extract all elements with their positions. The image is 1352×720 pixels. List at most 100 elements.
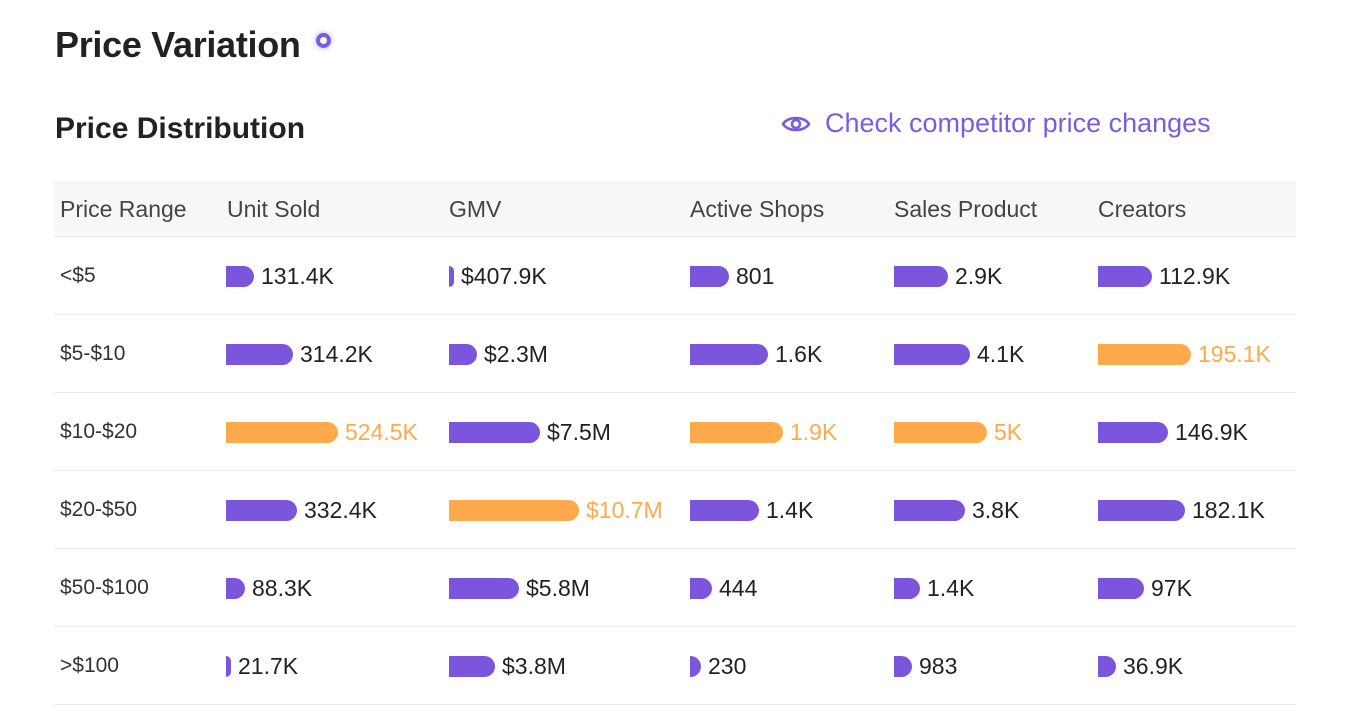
table-header: Price Range Unit Sold GMV Active Shops S… — [54, 181, 1296, 237]
table-row: $5-$10 314.2K $2.3M 1.6K 4.1K 195.1K — [54, 315, 1296, 393]
unit-sold-cell: 131.4K — [226, 237, 334, 315]
sales-product-cell: 1.4K — [894, 549, 974, 627]
active-shops-bar — [690, 343, 768, 365]
sales-product-cell: 4.1K — [894, 315, 1024, 393]
active-shops-cell: 801 — [690, 237, 774, 315]
sales-product-bar — [894, 343, 970, 365]
creators-bar — [1098, 421, 1168, 443]
creators-cell: 182.1K — [1098, 471, 1265, 549]
active-shops-bar — [690, 577, 712, 599]
gmv-bar — [449, 343, 477, 365]
active-shops-bar — [690, 655, 701, 677]
column-header-price-range: Price Range — [60, 196, 187, 222]
active-shops-value: 1.4K — [766, 496, 814, 523]
unit-sold-cell: 88.3K — [226, 549, 312, 627]
sales-product-cell: 2.9K — [894, 237, 1002, 315]
gmv-value: $7.5M — [547, 418, 611, 445]
active-shops-cell: 1.9K — [690, 393, 837, 471]
section-title: Price Distribution — [55, 112, 306, 145]
price-range-label: $50-$100 — [60, 576, 149, 599]
active-shops-cell: 1.6K — [690, 315, 822, 393]
unit-sold-cell: 332.4K — [226, 471, 377, 549]
creators-value: 97K — [1151, 574, 1192, 601]
sales-product-value: 3.8K — [972, 496, 1020, 523]
price-range-label: $20-$50 — [60, 498, 138, 521]
sales-product-value: 4.1K — [977, 340, 1025, 367]
gmv-value: $407.9K — [461, 262, 547, 289]
table-body: <$5 131.4K $407.9K 801 2.9K 112.9K $5-$10 314.2… — [54, 237, 1296, 705]
unit-sold-bar — [226, 499, 297, 521]
unit-sold-bar — [226, 577, 245, 599]
creators-bar — [1098, 265, 1152, 287]
gmv-bar — [449, 577, 519, 599]
table-row: $50-$100 88.3K $5.8M 444 1.4K 97K — [54, 549, 1296, 627]
creators-bar — [1098, 655, 1116, 677]
creators-value: 112.9K — [1159, 262, 1231, 289]
price-distribution-table: Price Range Unit Sold GMV Active Shops S… — [54, 181, 1296, 705]
active-shops-cell: 1.4K — [690, 471, 813, 549]
gmv-cell: $7.5M — [449, 393, 611, 471]
sales-product-bar — [894, 499, 965, 521]
price-range-label: $10-$20 — [60, 420, 138, 443]
gmv-value: $10.7M — [586, 496, 663, 523]
active-shops-bar — [690, 499, 759, 521]
gmv-cell: $407.9K — [449, 237, 547, 315]
gmv-bar — [449, 265, 454, 287]
gmv-cell: $3.8M — [449, 627, 566, 705]
unit-sold-value: 88.3K — [252, 574, 313, 601]
table-row: $20-$50 332.4K $10.7M 1.4K 3.8K 182.1K — [54, 471, 1296, 549]
gmv-bar — [449, 655, 495, 677]
creators-cell: 112.9K — [1098, 237, 1230, 315]
check-competitor-link[interactable]: Check competitor price changes — [781, 108, 1211, 139]
sales-product-cell: 3.8K — [894, 471, 1019, 549]
creators-bar — [1098, 343, 1191, 365]
pulse-dot-icon — [315, 32, 331, 48]
sales-product-bar — [894, 265, 948, 287]
table-row: $10-$20 524.5K $7.5M 1.9K 5K 146.9K — [54, 393, 1296, 471]
gmv-cell: $5.8M — [449, 549, 590, 627]
check-link-label: Check competitor price changes — [825, 108, 1211, 138]
column-header-active-shops: Active Shops — [690, 196, 825, 222]
creators-value: 36.9K — [1123, 652, 1184, 679]
active-shops-value: 1.9K — [790, 418, 838, 445]
gmv-bar — [449, 421, 540, 443]
gmv-cell: $10.7M — [449, 471, 663, 549]
unit-sold-value: 21.7K — [238, 652, 299, 679]
creators-value: 195.1K — [1198, 340, 1271, 367]
creators-value: 182.1K — [1192, 496, 1265, 523]
sales-product-bar — [894, 655, 912, 677]
price-range-label: >$100 — [60, 654, 119, 677]
creators-value: 146.9K — [1175, 418, 1248, 445]
active-shops-value: 444 — [719, 574, 758, 601]
unit-sold-bar — [226, 421, 338, 443]
sales-product-cell: 5K — [894, 393, 1022, 471]
column-header-sales-product: Sales Product — [894, 196, 1038, 222]
price-range-label: $5-$10 — [60, 342, 126, 365]
active-shops-cell: 444 — [690, 549, 757, 627]
active-shops-cell: 230 — [690, 627, 746, 705]
table-row: <$5 131.4K $407.9K 801 2.9K 112.9K — [54, 237, 1296, 315]
sales-product-value: 1.4K — [927, 574, 975, 601]
creators-cell: 97K — [1098, 549, 1192, 627]
creators-cell: 146.9K — [1098, 393, 1248, 471]
unit-sold-value: 131.4K — [261, 262, 334, 289]
unit-sold-value: 524.5K — [345, 418, 418, 445]
table-row: >$100 21.7K $3.8M 230 983 36.9K — [54, 627, 1296, 705]
active-shops-value: 230 — [708, 652, 747, 679]
column-header-gmv: GMV — [449, 196, 502, 222]
sales-product-value: 983 — [919, 652, 958, 679]
gmv-bar — [449, 499, 579, 521]
page-title: Price Variation — [55, 24, 301, 65]
sales-product-value: 5K — [994, 418, 1023, 445]
sales-product-value: 2.9K — [955, 262, 1003, 289]
active-shops-value: 801 — [736, 262, 775, 289]
unit-sold-value: 332.4K — [304, 496, 377, 523]
gmv-value: $2.3M — [484, 340, 548, 367]
gmv-value: $3.8M — [502, 652, 566, 679]
unit-sold-bar — [226, 343, 293, 365]
gmv-cell: $2.3M — [449, 315, 548, 393]
sales-product-cell: 983 — [894, 627, 957, 705]
sales-product-bar — [894, 577, 920, 599]
unit-sold-bar — [226, 655, 231, 677]
creators-bar — [1098, 499, 1185, 521]
